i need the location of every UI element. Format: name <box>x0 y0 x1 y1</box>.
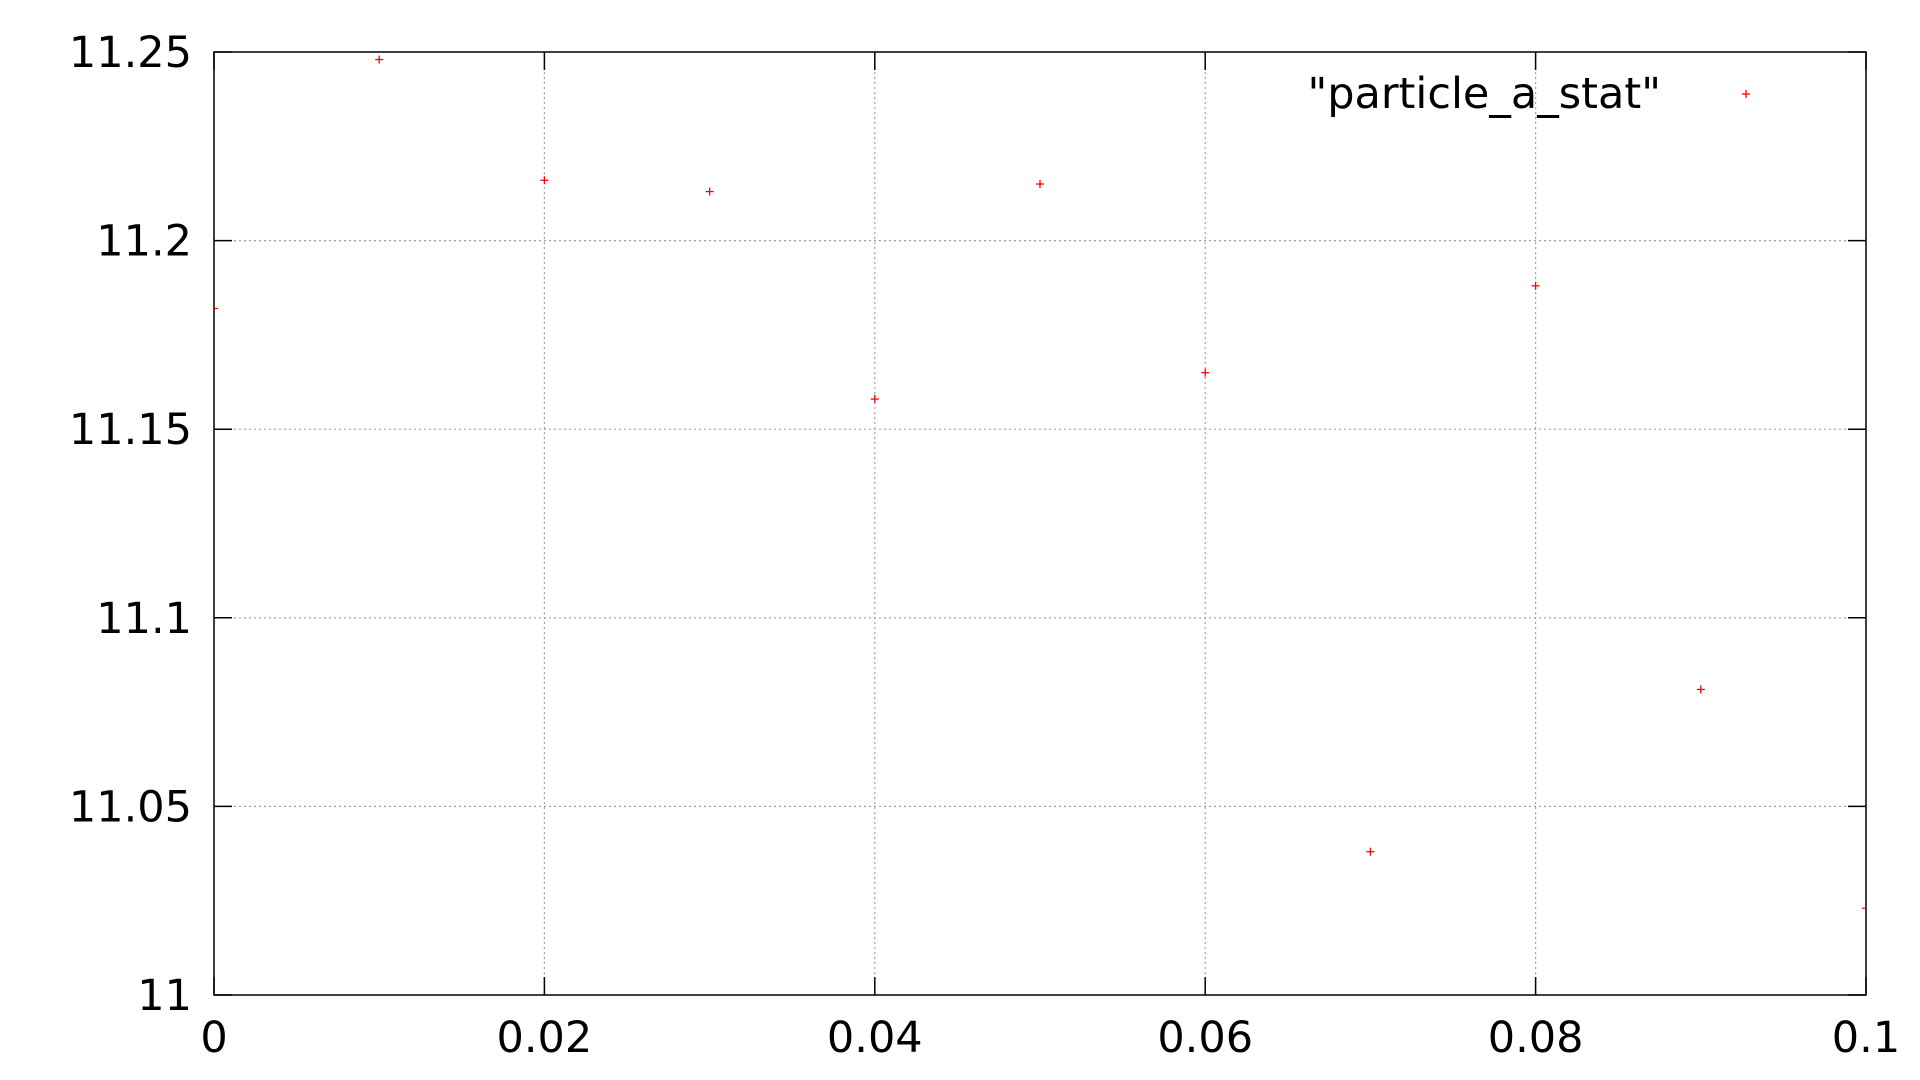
data-point <box>870 395 879 404</box>
x-tick-label: 0.02 <box>497 1013 593 1063</box>
y-tick-label: 11 <box>137 971 192 1021</box>
x-axis-tick-labels: 0 0.02 0.04 0.06 0.08 0.1 <box>200 1013 1900 1063</box>
legend: "particle_a_stat" <box>1307 69 1750 119</box>
data-point <box>1036 180 1044 189</box>
legend-label: "particle_a_stat" <box>1307 69 1661 119</box>
y-tick-label: 11.1 <box>96 594 192 644</box>
y-tick-label: 11.05 <box>69 782 192 832</box>
y-tick-label: 11.25 <box>69 28 192 78</box>
data-point <box>1366 847 1375 856</box>
x-tick-label: 0.08 <box>1488 1013 1584 1063</box>
y-axis-tick-labels: 11 11.05 11.1 11.15 11.2 11.25 <box>69 28 192 1021</box>
y-tick-label: 11.15 <box>69 405 192 455</box>
x-tick-label: 0.1 <box>1832 1013 1900 1063</box>
data-point <box>1531 281 1540 290</box>
y-tick-label: 11.2 <box>96 217 192 267</box>
plot-border <box>213 51 1867 996</box>
data-points <box>214 55 1866 909</box>
data-point <box>1696 685 1705 694</box>
legend-marker-plus-icon <box>1742 90 1750 98</box>
x-tick-label: 0 <box>200 1013 227 1063</box>
x-tick-label: 0.04 <box>827 1013 923 1063</box>
data-point <box>1201 368 1210 377</box>
data-point <box>540 176 549 185</box>
data-point <box>705 187 714 196</box>
data-point <box>375 55 384 64</box>
grid-lines <box>214 52 1866 995</box>
x-tick-label: 0.06 <box>1157 1013 1253 1063</box>
